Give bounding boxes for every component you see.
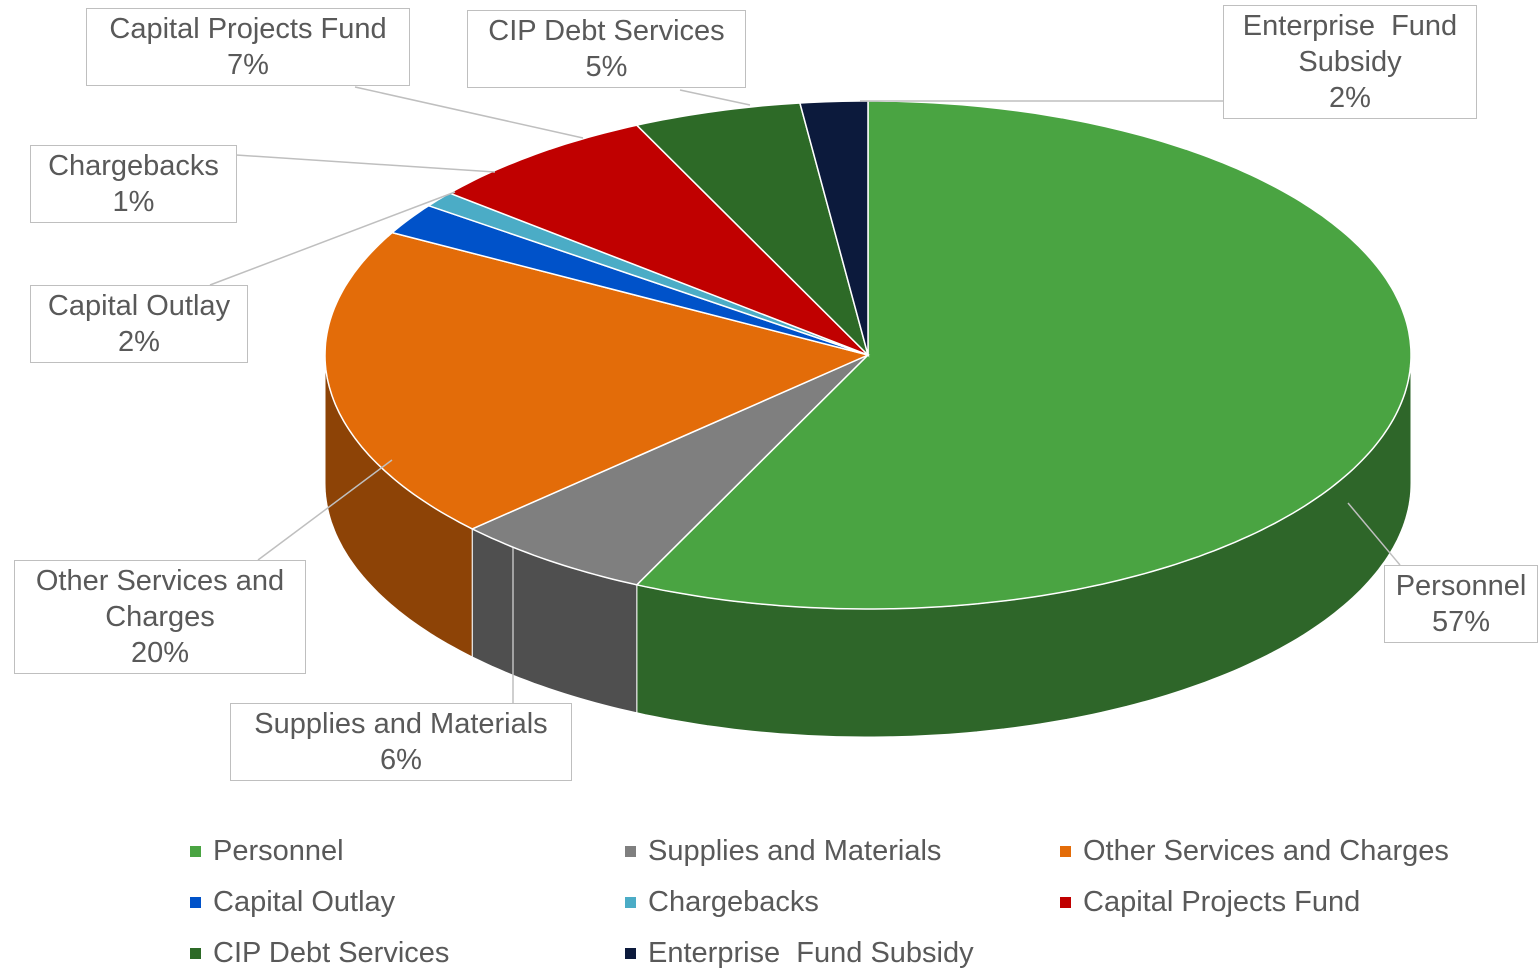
label-value: 20% [130,637,190,669]
label-value: 5% [585,51,628,83]
legend-item: Supplies and Materials [625,835,941,868]
legend-text: Other Services and Charges [1083,835,1449,867]
label-name: Personnel [1395,570,1527,602]
leader-line [209,191,456,286]
data-label: Capital Outlay 2% [30,285,248,363]
data-label: Capital Projects Fund 7% [86,8,410,86]
label-name: Chargebacks [48,150,219,182]
leader-line [679,89,751,106]
data-label: Enterprise Fund Subsidy 2% [1223,5,1477,119]
legend-text: Enterprise Fund Subsidy [648,937,974,969]
label-value: 6% [380,744,422,776]
legend-item: Chargebacks [625,886,819,919]
data-label: Supplies and Materials 6% [230,703,572,781]
legend-item: Personnel [190,835,344,868]
data-label: Personnel 57% [1384,565,1538,643]
legend-text: Capital Projects Fund [1083,886,1361,918]
label-name: Other Services and Charges [35,565,293,633]
legend-swatch [1060,897,1071,908]
label-value: 7% [227,49,269,81]
legend-swatch [625,897,636,908]
slice [390,204,869,356]
label-value: 1% [112,186,155,218]
legend-swatch [190,897,201,908]
leader-line [235,154,496,173]
legend-swatch [190,846,201,857]
data-label: Other Services and Charges 20% [14,560,306,674]
data-label: CIP Debt Services 5% [467,10,746,88]
legend-text: Supplies and Materials [648,835,942,867]
legend-swatch [625,948,636,959]
legend-item: Other Services and Charges [1060,835,1449,868]
slice [447,124,869,356]
legend-item: CIP Debt Services [190,937,449,970]
leader-line [354,86,584,139]
leader-line [257,459,393,561]
legend-swatch [1060,846,1071,857]
label-value: 2% [118,326,160,358]
data-label: Chargebacks 1% [30,145,237,223]
label-name: Capital Projects Fund [109,13,387,45]
legend-swatch [190,948,201,959]
legend-text: Capital Outlay [213,886,396,918]
label-name: Supplies and Materials [254,708,548,740]
label-name: CIP Debt Services [488,15,725,47]
label-name: Capital Outlay [47,290,231,322]
label-value: 2% [1329,82,1371,114]
slice [635,102,870,358]
legend-swatch [625,846,636,857]
slice [635,100,1412,610]
legend-item: Capital Outlay [190,886,395,919]
label-name: Enterprise Fund Subsidy [1242,10,1466,78]
label-value: 57% [1431,606,1491,638]
legend-text: Chargebacks [648,886,819,918]
legend-text: Personnel [213,835,344,867]
legend-item: Enterprise Fund Subsidy [625,937,974,970]
legend-item: Capital Projects Fund [1060,886,1360,919]
slice [324,231,871,530]
leader-line [1347,502,1401,566]
slice [470,354,869,586]
legend-text: CIP Debt Services [213,937,450,969]
